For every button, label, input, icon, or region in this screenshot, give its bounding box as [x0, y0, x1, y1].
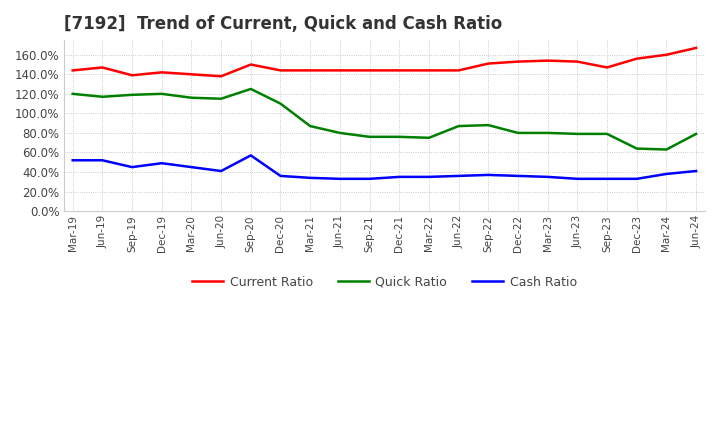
Quick Ratio	[127, 92, 136, 97]
Cash Ratio	[662, 171, 671, 176]
Current Ratio	[217, 73, 225, 79]
Text: [7192]  Trend of Current, Quick and Cash Ratio: [7192] Trend of Current, Quick and Cash …	[64, 15, 502, 33]
Quick Ratio	[573, 131, 582, 136]
Quick Ratio	[306, 124, 315, 129]
Current Ratio	[68, 68, 77, 73]
Cash Ratio	[603, 176, 611, 181]
Current Ratio	[158, 70, 166, 75]
Cash Ratio	[395, 174, 403, 180]
Quick Ratio	[158, 91, 166, 96]
Current Ratio	[276, 68, 285, 73]
Current Ratio	[603, 65, 611, 70]
Cash Ratio	[454, 173, 463, 179]
Quick Ratio	[217, 96, 225, 101]
Quick Ratio	[187, 95, 196, 100]
Current Ratio	[662, 52, 671, 57]
Cash Ratio	[68, 158, 77, 163]
Quick Ratio	[544, 130, 552, 136]
Current Ratio	[573, 59, 582, 64]
Cash Ratio	[276, 173, 285, 179]
Current Ratio	[336, 68, 344, 73]
Current Ratio	[513, 59, 522, 64]
Current Ratio	[306, 68, 315, 73]
Cash Ratio	[513, 173, 522, 179]
Line: Current Ratio: Current Ratio	[73, 48, 696, 76]
Cash Ratio	[544, 174, 552, 180]
Current Ratio	[692, 45, 701, 51]
Current Ratio	[187, 72, 196, 77]
Quick Ratio	[454, 124, 463, 129]
Quick Ratio	[395, 134, 403, 139]
Current Ratio	[127, 73, 136, 78]
Cash Ratio	[336, 176, 344, 181]
Cash Ratio	[158, 161, 166, 166]
Current Ratio	[484, 61, 492, 66]
Current Ratio	[454, 68, 463, 73]
Cash Ratio	[217, 169, 225, 174]
Line: Cash Ratio: Cash Ratio	[73, 155, 696, 179]
Cash Ratio	[306, 175, 315, 180]
Legend: Current Ratio, Quick Ratio, Cash Ratio: Current Ratio, Quick Ratio, Cash Ratio	[187, 271, 582, 294]
Quick Ratio	[484, 122, 492, 128]
Quick Ratio	[632, 146, 641, 151]
Cash Ratio	[484, 172, 492, 178]
Line: Quick Ratio: Quick Ratio	[73, 89, 696, 150]
Cash Ratio	[127, 165, 136, 170]
Current Ratio	[632, 56, 641, 61]
Current Ratio	[98, 65, 107, 70]
Current Ratio	[365, 68, 374, 73]
Current Ratio	[395, 68, 403, 73]
Cash Ratio	[425, 174, 433, 180]
Quick Ratio	[692, 131, 701, 136]
Cash Ratio	[246, 153, 255, 158]
Quick Ratio	[603, 131, 611, 136]
Quick Ratio	[336, 130, 344, 136]
Quick Ratio	[425, 135, 433, 140]
Cash Ratio	[573, 176, 582, 181]
Current Ratio	[544, 58, 552, 63]
Cash Ratio	[365, 176, 374, 181]
Current Ratio	[425, 68, 433, 73]
Cash Ratio	[187, 165, 196, 170]
Current Ratio	[246, 62, 255, 67]
Cash Ratio	[692, 169, 701, 174]
Quick Ratio	[365, 134, 374, 139]
Quick Ratio	[513, 130, 522, 136]
Quick Ratio	[276, 101, 285, 106]
Quick Ratio	[68, 91, 77, 96]
Cash Ratio	[632, 176, 641, 181]
Cash Ratio	[98, 158, 107, 163]
Quick Ratio	[98, 94, 107, 99]
Quick Ratio	[662, 147, 671, 152]
Quick Ratio	[246, 86, 255, 92]
